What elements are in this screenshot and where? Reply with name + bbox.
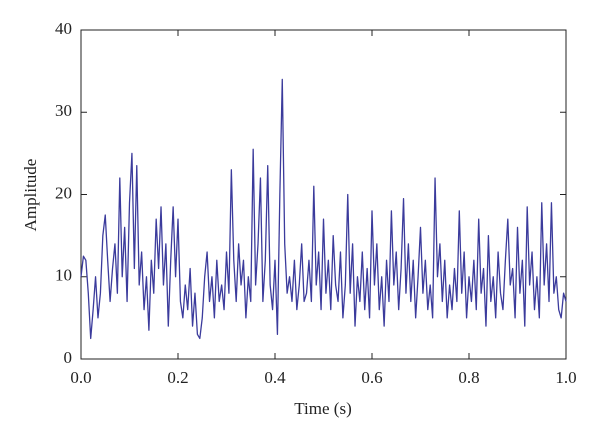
x-tick-label: 0.0: [70, 368, 91, 387]
y-tick-label: 40: [55, 19, 72, 38]
y-axis-label: Amplitude: [21, 159, 40, 232]
x-axis-label: Time (s): [294, 399, 351, 418]
y-tick-label: 0: [64, 348, 73, 367]
y-tick-label: 30: [55, 101, 72, 120]
y-tick-label: 20: [55, 183, 72, 202]
x-tick-label: 0.8: [458, 368, 479, 387]
x-tick-label: 1.0: [555, 368, 576, 387]
plot-frame: [80, 29, 567, 360]
x-tick-label: 0.6: [361, 368, 382, 387]
y-tick-label: 10: [55, 266, 72, 285]
x-tick-label: 0.2: [167, 368, 188, 387]
x-tick-label: 0.4: [264, 368, 286, 387]
data-line: [80, 78, 567, 340]
